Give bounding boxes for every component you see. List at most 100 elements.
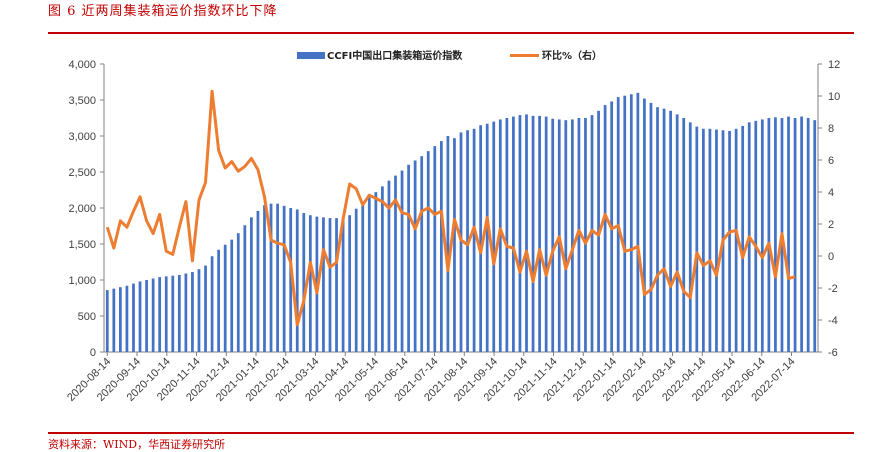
bar: [800, 116, 803, 352]
bar: [250, 217, 253, 352]
chart-legend: CCFI中国出口集装箱运价指数 环比%（右）: [297, 49, 602, 62]
legend-swatch-ccfi: [297, 52, 325, 59]
bar: [302, 213, 306, 352]
y-right-tick-label: -2: [828, 283, 838, 295]
bar: [649, 102, 653, 352]
bar-series-ccfi: [105, 92, 817, 353]
bar: [348, 215, 352, 352]
bar: [603, 105, 607, 352]
bar: [518, 115, 522, 353]
bar: [669, 110, 672, 352]
bar: [295, 209, 299, 352]
bar: [256, 210, 260, 352]
figure-title: 图 6 近两周集装箱运价指数环比下降: [48, 4, 278, 19]
y-right-tick-label: 10: [828, 91, 840, 103]
bar: [171, 275, 175, 352]
bar: [662, 108, 666, 352]
bar: [525, 114, 528, 353]
y-left-tick-label: 2,500: [68, 167, 96, 179]
bar: [760, 119, 764, 352]
bar: [341, 218, 345, 352]
line-path: [105, 89, 796, 327]
bar: [354, 208, 358, 352]
bar: [217, 249, 221, 352]
bar: [308, 215, 312, 352]
y-left-tick-label: 2,000: [68, 203, 96, 215]
bar: [204, 265, 207, 352]
bar: [531, 115, 535, 352]
y-left-tick-label: 1,500: [68, 239, 96, 251]
bar: [813, 120, 817, 352]
bar: [688, 122, 692, 352]
bar: [584, 118, 587, 352]
bar: [708, 128, 712, 352]
y-right-tick-label: 2: [828, 219, 834, 231]
bar: [623, 95, 627, 353]
bar: [426, 151, 430, 352]
bar: [132, 283, 135, 352]
bar: [459, 132, 463, 352]
bar: [734, 128, 738, 352]
bar: [269, 203, 273, 352]
bar: [125, 285, 129, 352]
y-right-tick-label: 4: [828, 187, 834, 199]
bar: [492, 121, 496, 352]
bar: [289, 208, 293, 352]
source-note: 资料来源：WIND，华西证券研究所: [48, 438, 226, 451]
bar: [485, 123, 489, 352]
bar: [387, 180, 391, 352]
bottom-rule: [48, 432, 854, 434]
bar: [439, 141, 443, 352]
bar: [322, 217, 325, 352]
bar: [701, 128, 705, 352]
bar: [728, 130, 731, 352]
bar: [164, 276, 168, 352]
legend-label-ccfi: CCFI中国出口集装箱运价指数: [327, 49, 463, 62]
bar: [138, 281, 142, 352]
bar: [230, 239, 234, 352]
bar: [243, 225, 247, 352]
bar: [538, 115, 541, 352]
legend-label-mom: 环比%（右）: [542, 49, 602, 62]
line-series-mom: [105, 89, 796, 327]
bar: [636, 92, 640, 353]
y-left-tick-label: 3,000: [68, 131, 96, 143]
top-rule: [48, 32, 854, 34]
bar: [151, 278, 155, 352]
bar: [767, 118, 771, 352]
bar: [184, 273, 188, 352]
bar: [158, 277, 162, 352]
bar: [715, 129, 718, 352]
bar: [544, 116, 548, 352]
bar: [806, 118, 810, 352]
bar: [394, 175, 397, 352]
bar: [400, 170, 404, 352]
bar: [177, 274, 181, 352]
y-left-tick-label: 1,000: [68, 275, 96, 287]
bar: [374, 192, 378, 352]
y-right-tick-label: 6: [828, 155, 834, 167]
bar: [413, 160, 417, 352]
bar: [479, 125, 483, 352]
bar: [282, 205, 286, 352]
bar: [112, 288, 116, 352]
bar: [570, 119, 574, 352]
bar: [656, 107, 659, 352]
y-right-tick-label: 0: [828, 251, 834, 263]
y-right-tick-label: -6: [828, 347, 838, 359]
bar: [381, 186, 384, 352]
bar: [446, 136, 450, 352]
bar: [105, 290, 109, 352]
bar: [564, 120, 568, 352]
bar: [505, 118, 509, 352]
bar: [675, 114, 679, 353]
y-left-tick-label: 0: [90, 347, 96, 359]
bar: [741, 125, 745, 352]
bar: [276, 203, 279, 352]
bar: [420, 156, 424, 352]
bar: [335, 218, 338, 352]
bar: [407, 164, 410, 352]
bar: [197, 269, 201, 352]
bar: [236, 233, 240, 352]
